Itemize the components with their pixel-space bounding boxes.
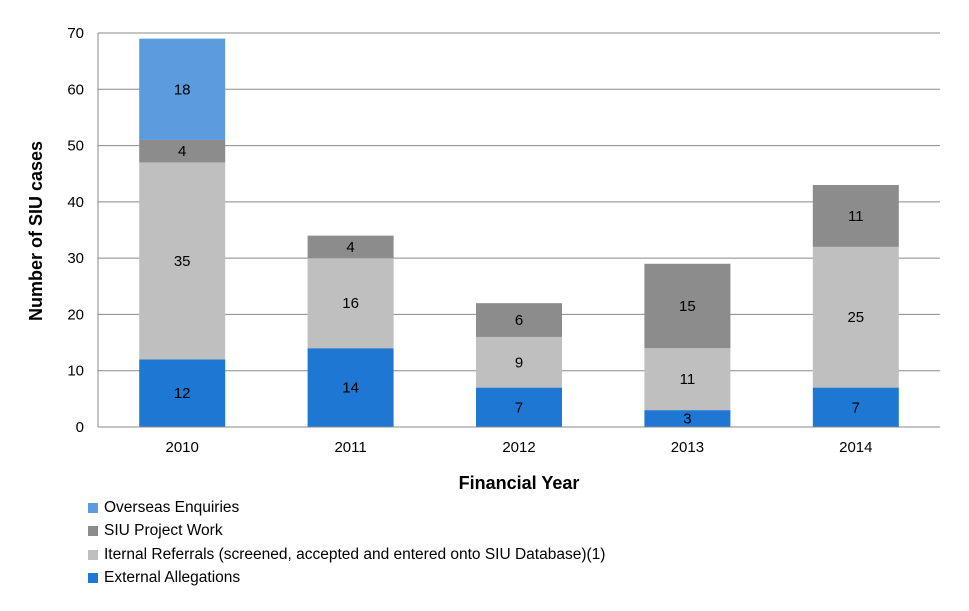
bar-segment — [812, 246, 899, 388]
bar-segment — [307, 258, 394, 349]
bar-segment — [139, 162, 226, 360]
data-label: 15 — [679, 298, 696, 315]
data-label: 7 — [515, 399, 523, 416]
axes — [97, 33, 940, 428]
data-label: 4 — [178, 143, 186, 160]
x-tick-label: 2012 — [502, 439, 535, 456]
data-label: 35 — [174, 253, 191, 270]
y-tick-labels: 0 10 20 30 40 50 60 70 — [67, 25, 84, 436]
data-label: 7 — [852, 399, 860, 416]
data-label: 3 — [683, 411, 691, 428]
legend-item: External Allegations — [88, 567, 605, 591]
bar-segment — [476, 336, 562, 388]
bar-segment — [812, 184, 899, 247]
legend-item: Overseas Enquiries — [88, 496, 605, 520]
data-label: 11 — [848, 208, 864, 225]
bar-segment — [644, 263, 731, 349]
data-label: 9 — [515, 354, 523, 371]
legend-swatch — [88, 549, 98, 560]
y-tick-label: 50 — [67, 138, 84, 155]
x-tick-label: 2011 — [334, 439, 366, 456]
y-tick-label: 10 — [67, 363, 84, 380]
bar-segment — [812, 387, 899, 427]
data-label: 16 — [342, 295, 359, 312]
legend-label: Iternal Referrals (screened, accepted an… — [104, 545, 606, 563]
data-label: 14 — [342, 380, 359, 397]
y-axis-title: Number of SIU cases — [26, 141, 46, 321]
bar-segment — [139, 38, 226, 140]
y-tick-label: 70 — [67, 25, 84, 42]
legend-label: SIU Project Work — [104, 522, 223, 540]
bars: 12 35 4 18 14 16 4 7 9 6 3 11 15 7 25 11 — [139, 38, 899, 428]
bar-segment — [644, 410, 731, 427]
bar-segment — [644, 348, 731, 411]
legend-label: External Allegations — [104, 569, 241, 587]
bar-segment — [476, 387, 562, 427]
x-tick-labels: 2010 2011 2012 2013 2014 — [166, 439, 873, 456]
x-tick-label: 2010 — [166, 439, 199, 456]
legend-item: Iternal Referrals (screened, accepted an… — [88, 543, 605, 567]
legend-label: Overseas Enquiries — [104, 498, 240, 516]
data-label: 18 — [174, 81, 191, 98]
x-tick-label: 2014 — [839, 439, 872, 456]
bar-segment — [307, 235, 394, 259]
legend-swatch — [88, 526, 98, 537]
y-tick-label: 20 — [67, 306, 84, 323]
bar-segment — [139, 359, 226, 427]
data-label: 12 — [174, 385, 191, 402]
data-label: 11 — [680, 371, 696, 388]
y-tick-label: 30 — [67, 250, 84, 267]
data-label: 6 — [515, 312, 523, 329]
x-axis-title: Financial Year — [459, 473, 580, 493]
bar-segment — [307, 348, 394, 427]
x-tick-label: 2013 — [671, 439, 704, 456]
y-tick-label: 40 — [67, 194, 84, 211]
data-label: 25 — [847, 309, 864, 326]
data-label: 4 — [346, 239, 354, 256]
legend-item: SIU Project Work — [88, 520, 605, 544]
legend-swatch — [88, 502, 98, 513]
bar-segment — [139, 139, 226, 163]
y-tick-label: 60 — [67, 81, 84, 98]
legend-swatch — [88, 573, 98, 584]
bar-segment — [476, 303, 562, 337]
y-tick-label: 0 — [76, 419, 84, 436]
legend: Overseas Enquiries SIU Project Work Iterna… — [88, 496, 605, 590]
